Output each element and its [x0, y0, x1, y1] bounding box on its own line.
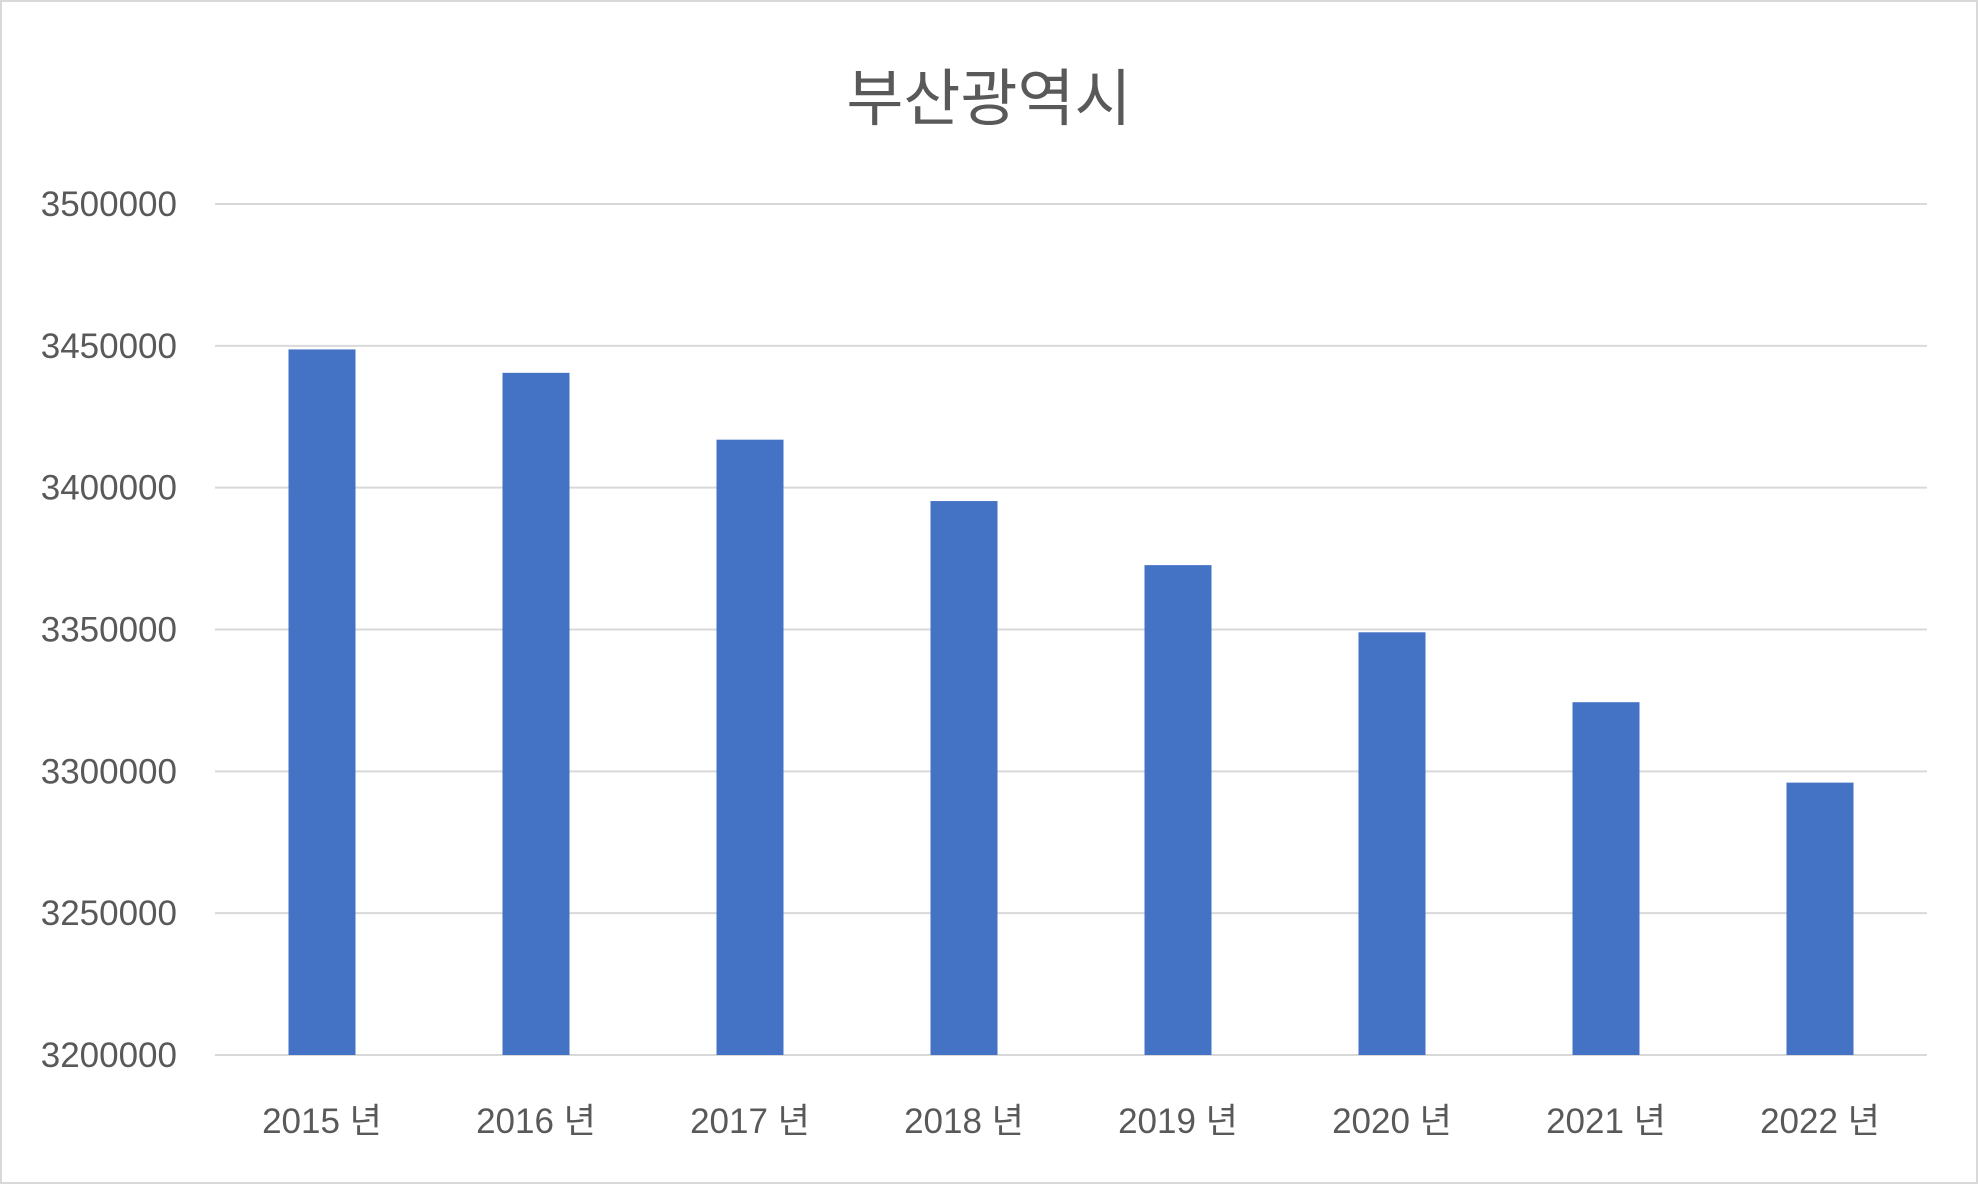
- gridlines: [215, 203, 1927, 1056]
- bar: [930, 501, 998, 1055]
- y-tick-label: 3200000: [41, 1036, 177, 1075]
- bar: [1572, 702, 1640, 1055]
- chart-title: 부산광역시: [846, 62, 1132, 135]
- y-tick-label: 3400000: [41, 469, 177, 508]
- x-tick-label: 2019 년: [1118, 1102, 1238, 1141]
- y-tick-label: 3300000: [41, 752, 177, 791]
- bar: [288, 349, 356, 1056]
- x-axis-labels: 2015 년 2016 년 2017 년 2018 년 2019 년 2020 년 2021…: [262, 1102, 1880, 1141]
- y-tick-label: 3450000: [41, 327, 177, 366]
- y-tick-label: 3250000: [41, 894, 177, 933]
- y-tick-label: 3500000: [41, 185, 177, 224]
- bar: [1358, 632, 1426, 1055]
- x-tick-label: 2022 년: [1760, 1102, 1880, 1141]
- bar: [716, 439, 784, 1056]
- x-tick-label: 2016 년: [476, 1102, 596, 1141]
- y-tick-label: 3350000: [41, 611, 177, 650]
- bar: [1786, 782, 1854, 1055]
- x-tick-label: 2020 년: [1332, 1102, 1452, 1141]
- x-tick-label: 2015 년: [262, 1102, 382, 1141]
- y-axis-labels: 3200000 3250000 3300000 3350000 3400000 34500…: [41, 185, 177, 1075]
- bar: [502, 372, 570, 1056]
- x-tick-label: 2018 년: [904, 1102, 1024, 1141]
- bars: [288, 349, 1854, 1056]
- x-tick-label: 2021 년: [1546, 1102, 1666, 1141]
- x-tick-label: 2017 년: [690, 1102, 810, 1141]
- bar: [1144, 565, 1212, 1055]
